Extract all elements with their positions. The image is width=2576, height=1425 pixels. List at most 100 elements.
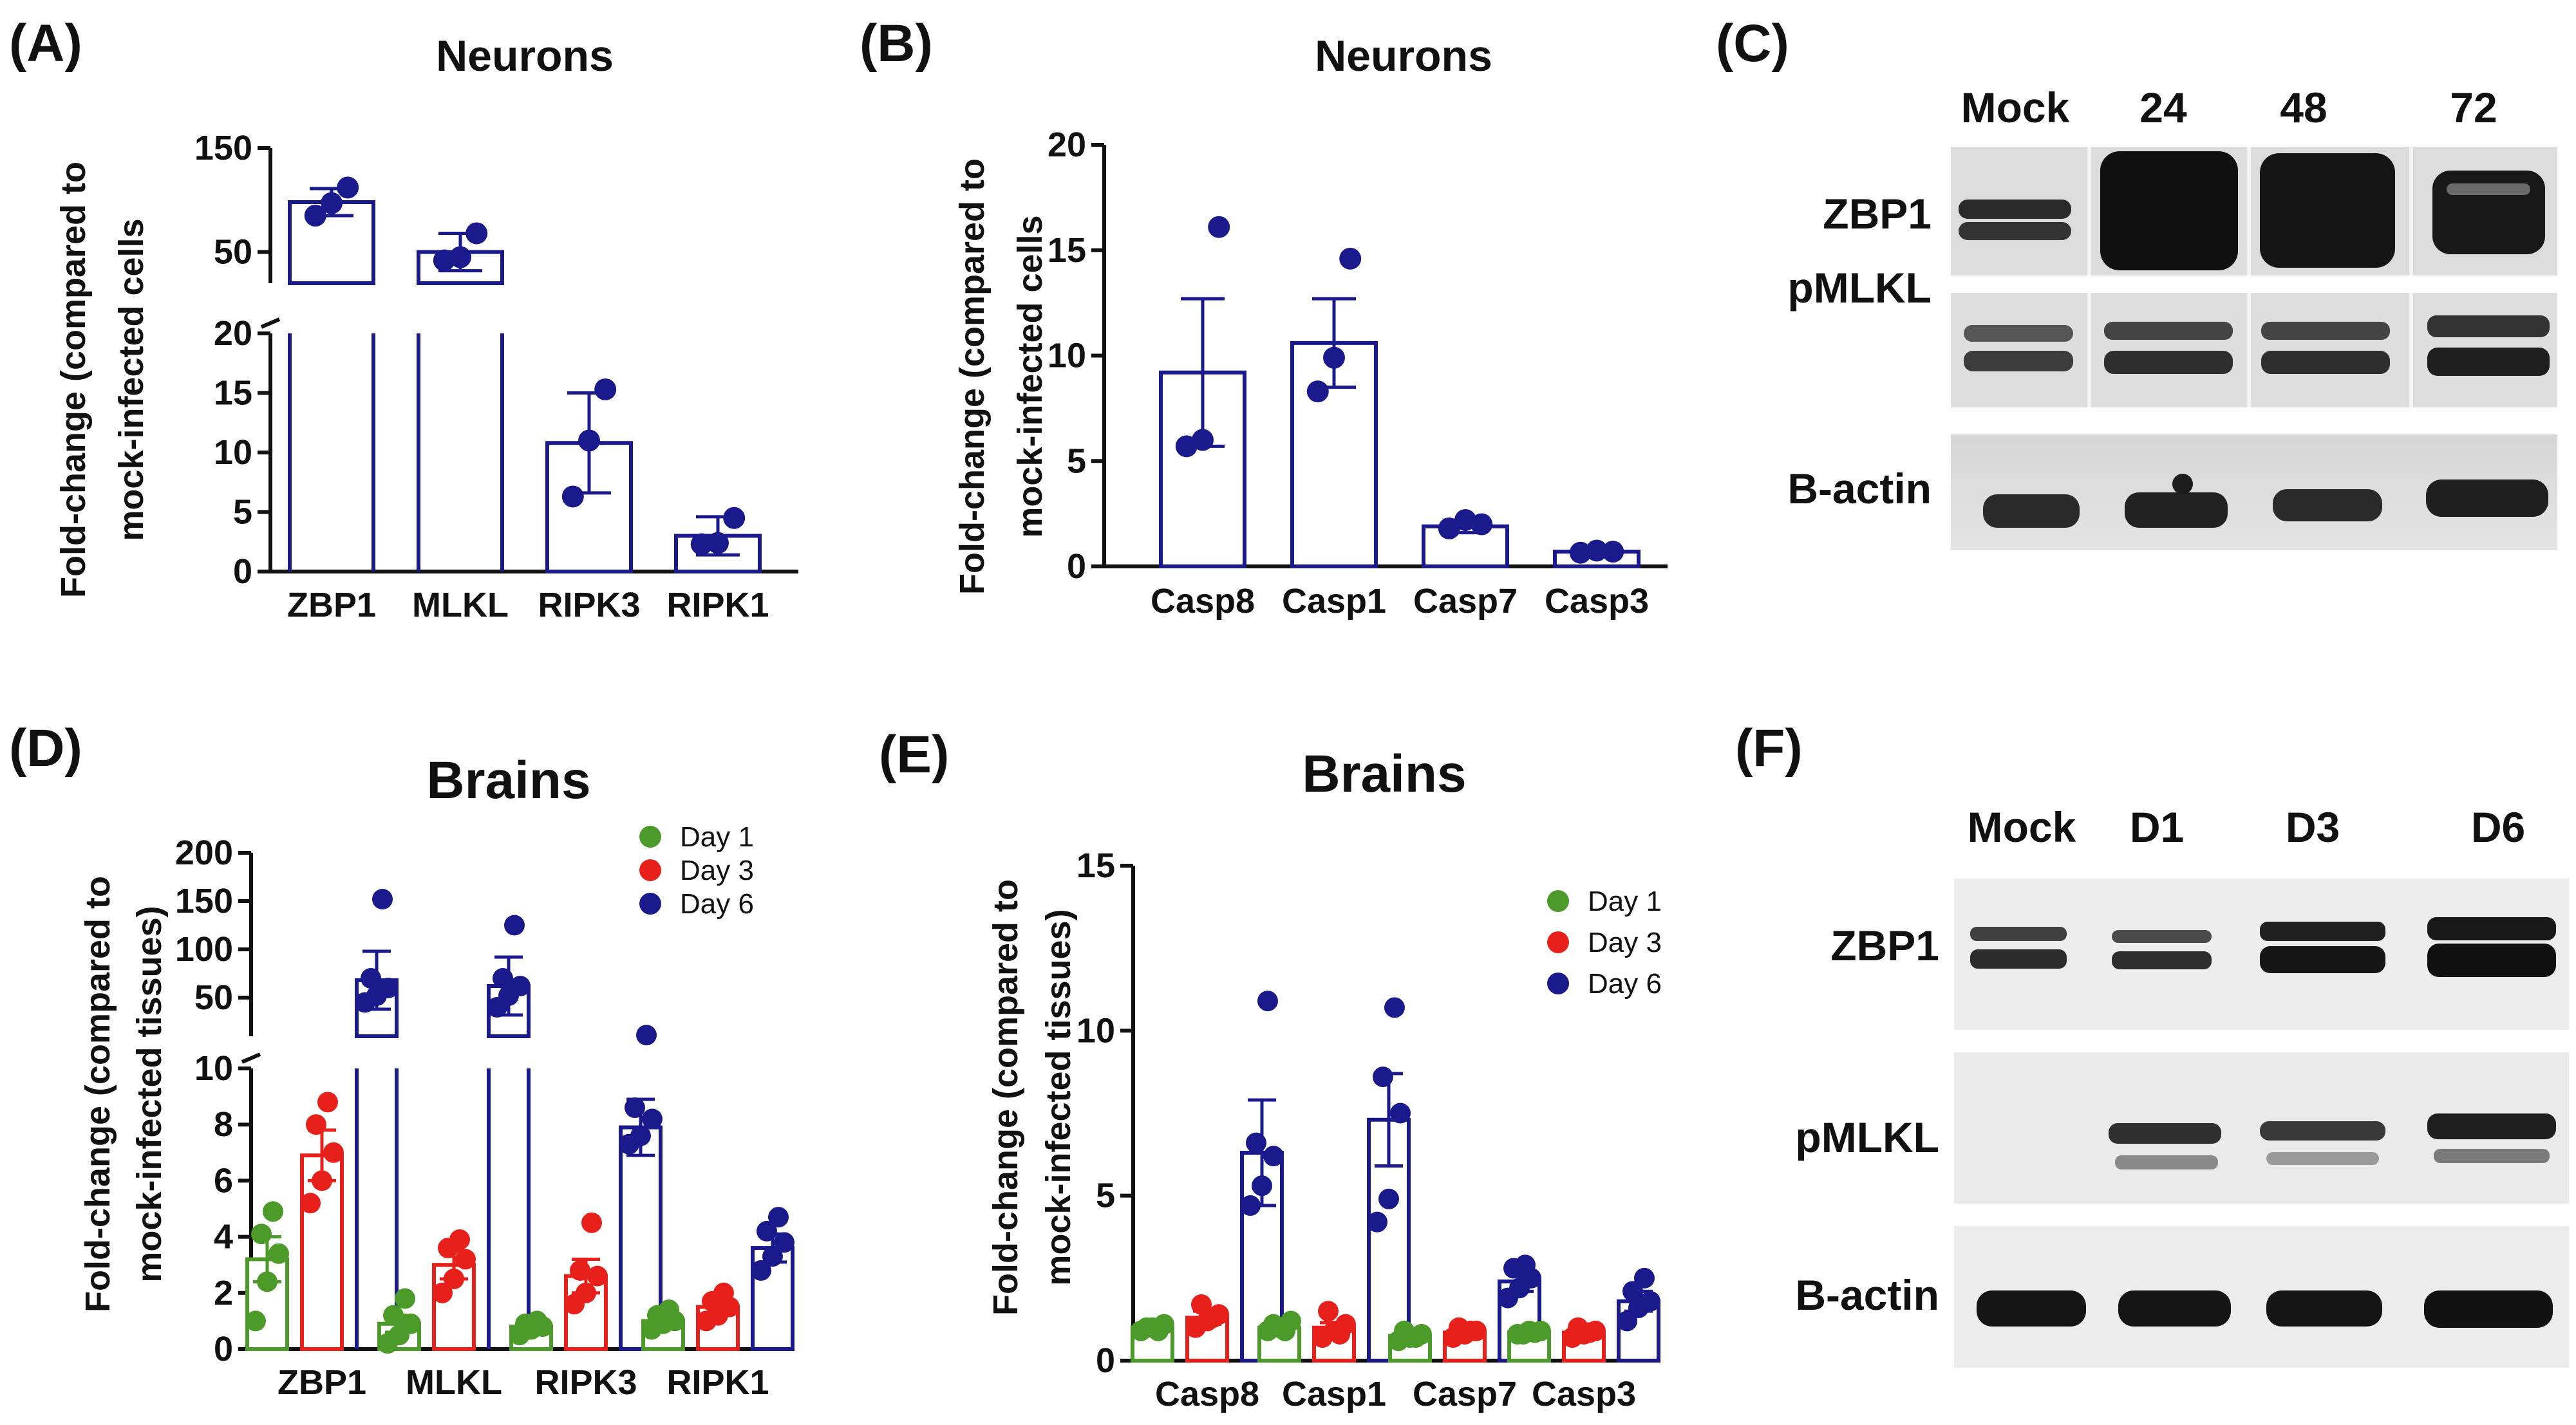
data-point — [312, 1170, 332, 1191]
data-point — [433, 249, 455, 272]
panel-d: (D) Brains Fold-change (compared to mock… — [9, 719, 794, 1402]
data-point — [768, 1207, 789, 1228]
data-point — [1460, 1320, 1481, 1341]
chart-title-e: Brains — [1302, 745, 1466, 803]
y-axis-label-d-line1: Fold-change (compared to — [79, 876, 117, 1312]
data-point — [1406, 1327, 1426, 1348]
blot-f-lane-label-4: D6 — [2471, 803, 2525, 851]
y-tick-label-a: 0 — [233, 552, 252, 591]
blot-f-row-label-pmlkl: pMLKL — [1795, 1113, 1939, 1161]
y-tick-label-b: 5 — [1067, 442, 1086, 480]
data-point — [306, 1114, 326, 1135]
data-point — [578, 429, 600, 452]
legend-marker-day1 — [1547, 890, 1569, 912]
blot-f-strip-bactin — [1954, 1226, 2569, 1368]
y-tick-label-d: 2 — [214, 1274, 233, 1312]
data-point — [576, 1282, 596, 1303]
panel-f-blot: (F) Mock D1 D3 D6 ZBP1 pMLKL B-actin — [1735, 719, 2569, 1368]
plot-b: 0 5 10 15 20 Casp8 Casp1 Casp7 Casp3 — [1048, 126, 1668, 620]
panel-label-f: (F) — [1735, 719, 1803, 778]
blot-f-lane-label-3: D3 — [2286, 803, 2340, 851]
data-point — [444, 1269, 464, 1289]
data-point — [257, 1271, 277, 1292]
panel-label-b: (B) — [860, 14, 933, 73]
data-point — [300, 1193, 321, 1214]
data-point — [751, 1260, 771, 1281]
blot-c-lane-label-1: Mock — [1961, 84, 2070, 131]
chart-title-b: Neurons — [1315, 32, 1492, 80]
panel-e: (E) Brains Fold-change (compared to mock… — [879, 725, 1662, 1413]
y-tick-label-b: 10 — [1048, 337, 1086, 375]
data-point — [1252, 1175, 1272, 1197]
y-tick-label-e: 15 — [1076, 846, 1115, 885]
y-tick-label-a: 5 — [233, 493, 252, 532]
data-point — [251, 1224, 272, 1245]
data-point — [304, 205, 326, 227]
data-point — [504, 915, 525, 936]
data-point — [268, 1243, 289, 1264]
blot-c-lane-label-2: 24 — [2139, 84, 2187, 131]
data-point — [642, 1108, 663, 1130]
data-point — [1306, 380, 1329, 403]
legend-label: Day 6 — [1588, 968, 1662, 1000]
y-axis-label-e-line2: mock-infected tissues) — [1039, 909, 1078, 1285]
y-tick-label-d: 4 — [214, 1218, 233, 1256]
x-tick-label-a: MLKL — [412, 586, 509, 624]
data-point — [762, 1246, 783, 1267]
y-tick-label-d: 6 — [214, 1161, 233, 1200]
blot-f-strip-pmlkl — [1954, 1052, 2569, 1204]
data-point — [1240, 1195, 1261, 1216]
data-point — [659, 1299, 679, 1320]
x-tick-label-b: Casp1 — [1282, 582, 1386, 620]
data-point — [449, 1229, 470, 1250]
data-point — [493, 968, 513, 989]
legend-label: Day 1 — [680, 821, 754, 853]
y-tick-label-a: 20 — [214, 314, 252, 353]
data-point — [1263, 1146, 1284, 1167]
data-point — [510, 976, 531, 996]
data-point — [1191, 1294, 1212, 1315]
data-point — [323, 1142, 344, 1163]
panel-c-blot: (C) Mock 24 48 72 ZBP1 pMLKL B-actin — [1716, 14, 2557, 550]
panel-label-d: (D) — [9, 719, 82, 778]
x-tick-label-b: Casp3 — [1545, 582, 1649, 620]
data-point — [1378, 1188, 1399, 1209]
data-point — [383, 1305, 404, 1326]
data-point — [321, 192, 343, 214]
data-point — [1367, 1211, 1387, 1233]
y-axis-label-a-line1: Fold-change (compared to — [54, 162, 93, 598]
blot-f-lane-label-1: Mock — [1968, 803, 2076, 851]
data-point — [1390, 1103, 1411, 1124]
data-point — [1148, 1320, 1169, 1341]
legend-marker-day3 — [639, 859, 661, 881]
legend-label: Day 3 — [1588, 927, 1662, 958]
data-point — [1203, 1307, 1223, 1328]
panel-label-a: (A) — [9, 14, 82, 73]
data-point — [361, 968, 381, 989]
y-tick-label-a: 150 — [194, 129, 252, 167]
y-tick-label-d: 100 — [175, 930, 233, 969]
y-axis-label-b-line1: Fold-change (compared to — [953, 158, 992, 595]
data-point — [400, 1313, 421, 1334]
data-point — [561, 485, 584, 508]
blot-c-row-label-bactin: B-actin — [1787, 465, 1932, 512]
data-point — [1192, 429, 1214, 451]
data-point — [636, 1025, 657, 1046]
y-tick-label-b: 0 — [1067, 547, 1086, 586]
x-tick-label-e: Casp3 — [1532, 1375, 1636, 1413]
plot-a: 0 5 10 15 20 50 150 ZBP1 MLKL RIPK3 RIPK1 — [194, 129, 798, 624]
data-point — [245, 1310, 266, 1332]
y-axis-label-e-line1: Fold-change (compared to — [986, 879, 1025, 1316]
x-tick-label-e: Casp7 — [1413, 1375, 1517, 1413]
legend-label: Day 6 — [680, 888, 754, 920]
y-axis-label-d-line2: mock-infected tissues) — [130, 906, 169, 1282]
panel-label-c: (C) — [1716, 14, 1789, 73]
y-tick-label-e: 10 — [1076, 1011, 1115, 1050]
x-tick-label-a: RIPK3 — [538, 586, 640, 624]
data-point — [630, 1125, 651, 1146]
legend-label: Day 1 — [1588, 886, 1662, 917]
data-point — [1384, 997, 1405, 1018]
x-tick-label-a: RIPK1 — [666, 586, 769, 624]
y-axis-label-a-line2: mock-infected cells — [112, 218, 151, 541]
data-point — [1602, 541, 1624, 563]
